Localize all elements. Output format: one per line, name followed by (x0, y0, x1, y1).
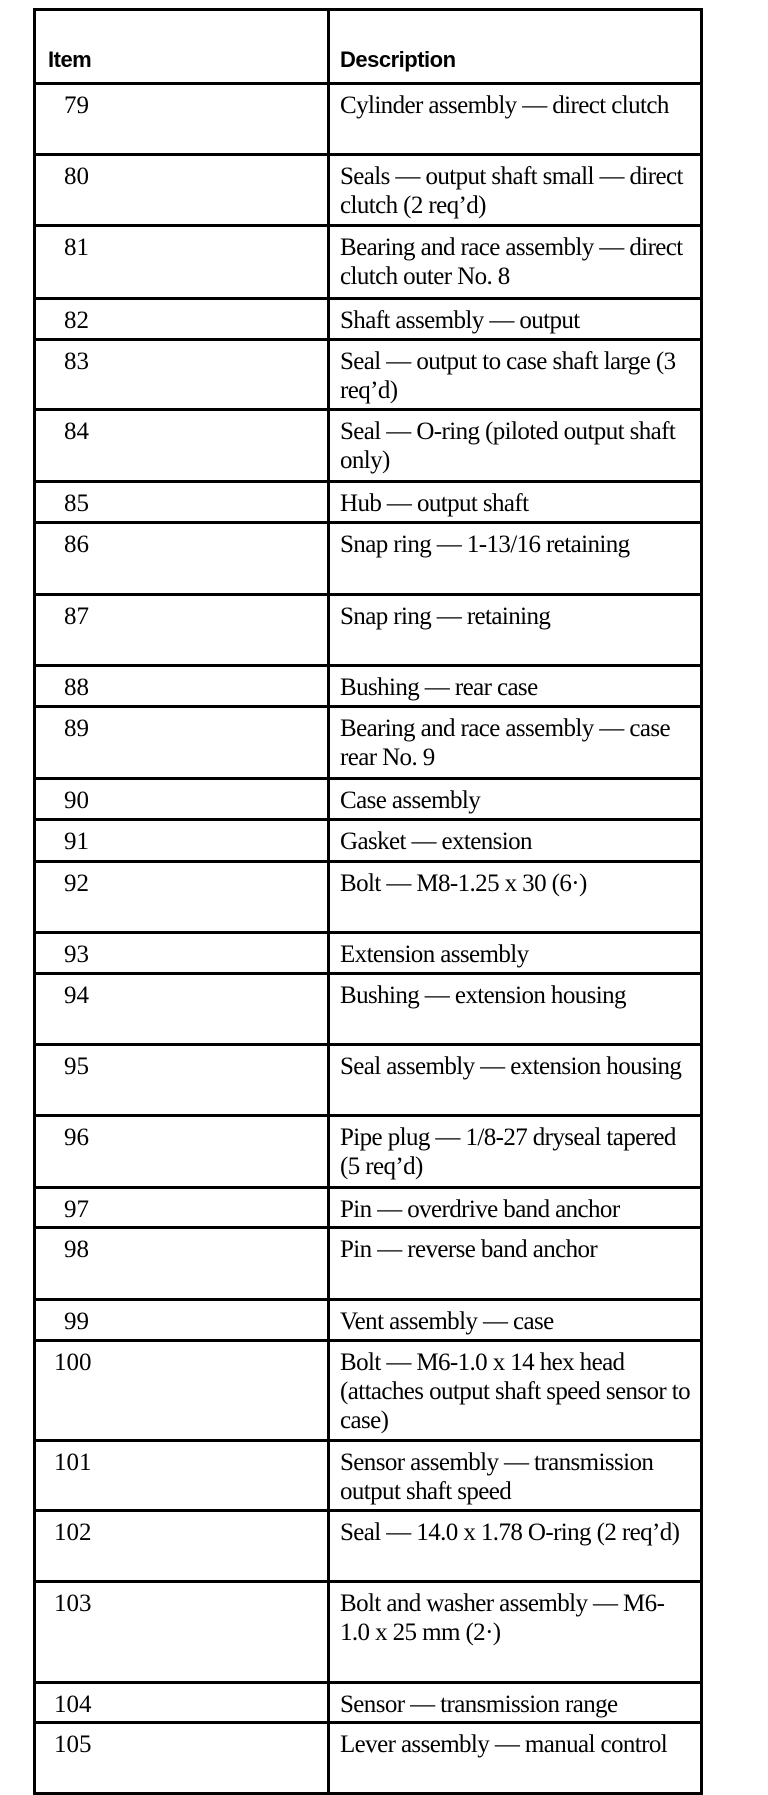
table-row: 81 Bearing and race assembly — direct clu… (36, 224, 700, 297)
item-description: Extension assembly (340, 941, 529, 968)
item-number: 97 (36, 1189, 330, 1226)
table-row: 93 Extension assembly (36, 931, 700, 972)
table-row: 99 Vent assembly — case (36, 1298, 700, 1339)
item-description: Seal assembly — extension housing (340, 1053, 682, 1080)
table-row: 94 Bushing — extension housing (36, 972, 700, 1043)
item-description: Snap ring — 1-13/16 retaining (340, 531, 630, 558)
item-description: Lever assembly — manual control (340, 1731, 668, 1758)
item-number: 98 (36, 1229, 330, 1298)
item-description: Bolt and washer assembly — M6-1.0 x 25 m… (340, 1590, 665, 1646)
table-row: 85 Hub — output shaft (36, 480, 700, 521)
table-row: 83 Seal — output to case shaft large (3 r… (36, 338, 700, 408)
item-number: 87 (36, 596, 330, 664)
item-number: 84 (36, 411, 330, 480)
item-description: Shaft assembly — output (340, 307, 580, 334)
item-number: 86 (36, 524, 330, 593)
item-number: 104 (36, 1684, 330, 1721)
item-description: Bearing and race assembly — case rear No… (340, 715, 671, 771)
item-description: Gasket — extension (340, 828, 533, 855)
item-description: Hub — output shaft (340, 490, 529, 517)
item-description: Sensor — transmission range (340, 1691, 618, 1718)
table-row: 86 Snap ring — 1-13/16 retaining (36, 521, 700, 593)
item-description: Seal — output to case shaft large (3 req… (340, 348, 676, 404)
item-number: 90 (36, 780, 330, 818)
item-description: Bushing — rear case (340, 674, 538, 701)
table-row: 104 Sensor — transmission range (36, 1681, 700, 1721)
item-description: Bolt — M8-1.25 x 30 (6·) (340, 870, 587, 897)
item-number: 103 (36, 1583, 330, 1681)
header-item: Item (36, 11, 330, 82)
table-row: 89 Bearing and race assembly — case rear … (36, 705, 700, 777)
item-description: Pin — reverse band anchor (340, 1236, 598, 1263)
header-description: Description (340, 47, 456, 72)
item-description: Pipe plug — 1/8-27 dryseal tapered (5 re… (340, 1124, 676, 1180)
item-number: 85 (36, 483, 330, 521)
table-row: 88 Bushing — rear case (36, 664, 700, 705)
table-row: 79 Cylinder assembly — direct clutch (36, 82, 700, 153)
item-number: 105 (36, 1724, 330, 1792)
table-row: 91 Gasket — extension (36, 818, 700, 860)
item-description: Bolt — M6-1.0 x 14 hex head (attaches ou… (340, 1349, 691, 1434)
item-number: 102 (36, 1512, 330, 1580)
item-number: 96 (36, 1117, 330, 1186)
item-number: 101 (36, 1442, 330, 1509)
item-number: 100 (36, 1342, 330, 1439)
item-number: 95 (36, 1046, 330, 1114)
item-description: Seals — output shaft small — direct clut… (340, 163, 683, 219)
table-row: 96 Pipe plug — 1/8-27 dryseal tapered (5 … (36, 1114, 700, 1186)
table-row: 101 Sensor assembly — transmission output… (36, 1439, 700, 1509)
table-row: 80 Seals — output shaft small — direct cl… (36, 153, 700, 224)
table-row: 105 Lever assembly — manual control (36, 1721, 700, 1792)
item-number: 92 (36, 863, 330, 931)
item-description: Seal — O-ring (piloted output shaft only… (340, 418, 676, 474)
item-number: 83 (36, 341, 330, 408)
table-row: 98 Pin — reverse band anchor (36, 1226, 700, 1298)
item-number: 99 (36, 1301, 330, 1339)
table-row: 95 Seal assembly — extension housing (36, 1043, 700, 1114)
item-number: 88 (36, 667, 330, 705)
item-description: Vent assembly — case (340, 1308, 554, 1335)
table-row: 97 Pin — overdrive band anchor (36, 1186, 700, 1226)
item-description: Cylinder assembly — direct clutch (340, 92, 669, 119)
item-description: Snap ring — retaining (340, 603, 551, 630)
item-description: Bushing — extension housing (340, 982, 626, 1009)
item-number: 89 (36, 708, 330, 777)
table-row: 102 Seal — 14.0 x 1.78 O-ring (2 req’d) (36, 1509, 700, 1580)
item-description: Pin — overdrive band anchor (340, 1196, 620, 1223)
table-row: 92 Bolt — M8-1.25 x 30 (6·) (36, 860, 700, 931)
table-row: 100 Bolt — M6-1.0 x 14 hex head (attaches… (36, 1339, 700, 1439)
item-description: Case assembly (340, 787, 481, 814)
item-description: Sensor assembly — transmission output sh… (340, 1449, 654, 1505)
table-row: 103 Bolt and washer assembly — M6-1.0 x 2… (36, 1580, 700, 1681)
table-row: 82 Shaft assembly — output (36, 297, 700, 338)
item-description: Bearing and race assembly — direct clutc… (340, 234, 683, 290)
parts-table: Item Description 79 Cylinder assembly — d… (33, 8, 703, 1795)
item-number: 79 (36, 85, 330, 153)
item-number: 80 (36, 156, 330, 224)
item-number: 91 (36, 821, 330, 860)
item-number: 81 (36, 227, 330, 297)
table-row: 84 Seal — O-ring (piloted output shaft on… (36, 408, 700, 480)
table-header: Item Description (36, 11, 700, 82)
table-row: 87 Snap ring — retaining (36, 593, 700, 664)
item-number: 93 (36, 934, 330, 972)
item-description: Seal — 14.0 x 1.78 O-ring (2 req’d) (340, 1519, 680, 1546)
item-number: 94 (36, 975, 330, 1043)
item-number: 82 (36, 300, 330, 338)
table-row: 90 Case assembly (36, 777, 700, 818)
